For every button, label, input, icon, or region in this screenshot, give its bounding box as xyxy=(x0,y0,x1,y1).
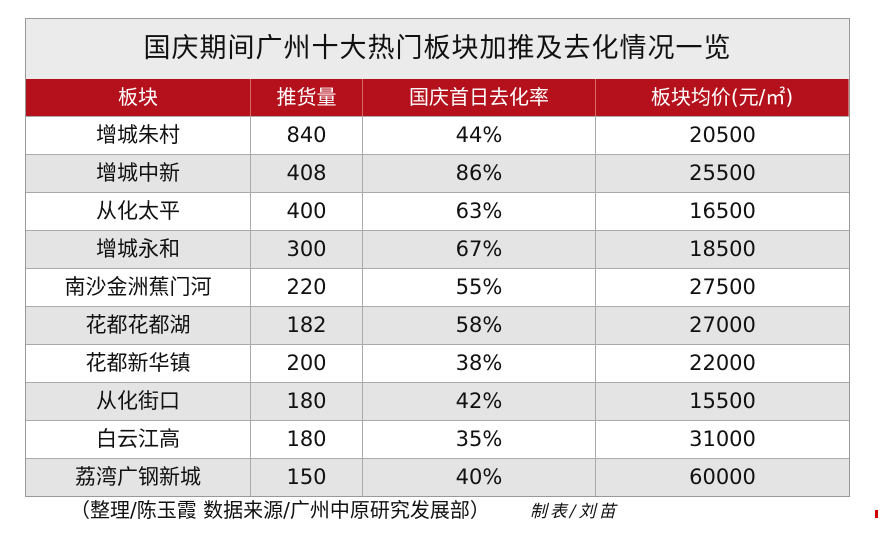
table-row: 花都花都湖 182 58% 27000 xyxy=(26,306,849,344)
table-cell: 42% xyxy=(363,383,596,420)
table-cell: 增城中新 xyxy=(26,155,251,192)
header-cell: 国庆首日去化率 xyxy=(363,79,596,116)
source-note: （整理/陈玉霞 数据来源/广州中原研究发展部） xyxy=(70,498,490,522)
table-cell: 27000 xyxy=(689,313,756,337)
table-cell: 27500 xyxy=(689,275,756,299)
table-row: 荔湾广钢新城 150 40% 60000 xyxy=(26,458,849,496)
table-row: 南沙金洲蕉门河 220 55% 27500 xyxy=(26,268,849,306)
table-cell: 40% xyxy=(363,459,596,496)
table-cell: 15500 xyxy=(689,389,756,413)
table-cell: 67% xyxy=(363,231,596,268)
table-cell: 荔湾广钢新城 xyxy=(26,459,251,496)
table-row: 增城中新 408 86% 25500 xyxy=(26,154,849,192)
table-cell: 86% xyxy=(363,155,596,192)
header-cell: 板块 xyxy=(26,79,251,116)
table-cell: 200 xyxy=(251,345,363,382)
credit: 制表/刘苗 xyxy=(529,502,619,522)
table-cell: 35% xyxy=(363,421,596,458)
table-row: 花都新华镇 200 38% 22000 xyxy=(26,344,849,382)
table-cell: 400 xyxy=(251,193,363,230)
table-cell: 20500 xyxy=(689,123,756,147)
table-row: 白云江高 180 35% 31000 xyxy=(26,420,849,458)
table-cell: 从化街口 xyxy=(26,383,251,420)
table-cell: 白云江高 xyxy=(26,421,251,458)
table-cell: 南沙金洲蕉门河 xyxy=(26,269,251,306)
footer: （整理/陈玉霞 数据来源/广州中原研究发展部） 制表/刘苗 xyxy=(70,494,619,523)
table-cell: 花都新华镇 xyxy=(26,345,251,382)
table-cell: 31000 xyxy=(689,427,756,451)
table-cell: 25500 xyxy=(689,161,756,185)
header-cell: 板块均价(元/㎡) xyxy=(596,79,849,116)
table-cell: 增城永和 xyxy=(26,231,251,268)
table-row: 增城朱村 840 44% 20500 xyxy=(26,116,849,154)
table-row: 从化太平 400 63% 16500 xyxy=(26,192,849,230)
header-row: 板块 推货量 国庆首日去化率 板块均价(元/㎡) xyxy=(26,79,849,116)
table-row: 增城永和 300 67% 18500 xyxy=(26,230,849,268)
table-title: 国庆期间广州十大热门板块加推及去化情况一览 xyxy=(26,19,849,79)
table-cell: 增城朱村 xyxy=(26,117,251,154)
header-cell: 推货量 xyxy=(251,79,363,116)
table-cell: 180 xyxy=(251,421,363,458)
table-cell: 182 xyxy=(251,307,363,344)
table-body: 增城朱村 840 44% 20500 增城中新 408 86% 25500 从化太平 400 63%… xyxy=(26,116,849,496)
table-cell: 180 xyxy=(251,383,363,420)
table-cell: 60000 xyxy=(689,465,756,489)
table-cell: 220 xyxy=(251,269,363,306)
table-cell: 63% xyxy=(363,193,596,230)
table-cell: 55% xyxy=(363,269,596,306)
table-cell: 840 xyxy=(251,117,363,154)
table-cell: 38% xyxy=(363,345,596,382)
table-cell: 58% xyxy=(363,307,596,344)
table-cell: 150 xyxy=(251,459,363,496)
table-row: 从化街口 180 42% 15500 xyxy=(26,382,849,420)
table-cell: 408 xyxy=(251,155,363,192)
corner-mark xyxy=(875,510,878,518)
table-cell: 花都花都湖 xyxy=(26,307,251,344)
table-cell: 18500 xyxy=(689,237,756,261)
table-cell: 22000 xyxy=(689,351,756,375)
table-frame: 国庆期间广州十大热门板块加推及去化情况一览 板块 推货量 国庆首日去化率 板块均价(元… xyxy=(25,18,850,497)
table-cell: 从化太平 xyxy=(26,193,251,230)
table-cell: 300 xyxy=(251,231,363,268)
table-cell: 44% xyxy=(363,117,596,154)
table-cell: 16500 xyxy=(689,199,756,223)
